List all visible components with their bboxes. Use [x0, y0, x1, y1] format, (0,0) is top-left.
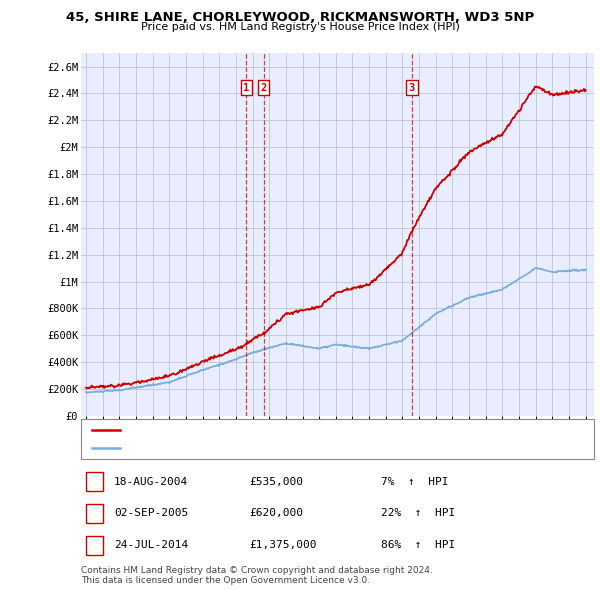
Text: 2: 2 — [260, 83, 267, 93]
Text: 02-SEP-2005: 02-SEP-2005 — [114, 509, 188, 519]
Text: Price paid vs. HM Land Registry's House Price Index (HPI): Price paid vs. HM Land Registry's House … — [140, 22, 460, 32]
Text: 24-JUL-2014: 24-JUL-2014 — [114, 540, 188, 550]
Text: 7%  ↑  HPI: 7% ↑ HPI — [381, 477, 449, 487]
Text: Contains HM Land Registry data © Crown copyright and database right 2024.: Contains HM Land Registry data © Crown c… — [81, 566, 433, 575]
Text: 2: 2 — [91, 509, 98, 519]
Text: 45, SHIRE LANE, CHORLEYWOOD, RICKMANSWORTH, WD3 5NP: 45, SHIRE LANE, CHORLEYWOOD, RICKMANSWOR… — [66, 11, 534, 24]
Text: 3: 3 — [409, 83, 415, 93]
Text: £620,000: £620,000 — [249, 509, 303, 519]
Text: HPI: Average price, detached house, Three Rivers: HPI: Average price, detached house, Thre… — [125, 442, 367, 453]
Text: £535,000: £535,000 — [249, 477, 303, 487]
Text: 22%  ↑  HPI: 22% ↑ HPI — [381, 509, 455, 519]
Text: 18-AUG-2004: 18-AUG-2004 — [114, 477, 188, 487]
Text: 86%  ↑  HPI: 86% ↑ HPI — [381, 540, 455, 550]
Text: £1,375,000: £1,375,000 — [249, 540, 317, 550]
Text: 1: 1 — [91, 477, 98, 487]
Text: 1: 1 — [243, 83, 250, 93]
Text: 3: 3 — [91, 540, 98, 550]
Text: 45, SHIRE LANE, CHORLEYWOOD, RICKMANSWORTH, WD3 5NP (detached house): 45, SHIRE LANE, CHORLEYWOOD, RICKMANSWOR… — [125, 425, 523, 435]
Text: This data is licensed under the Open Government Licence v3.0.: This data is licensed under the Open Gov… — [81, 576, 370, 585]
